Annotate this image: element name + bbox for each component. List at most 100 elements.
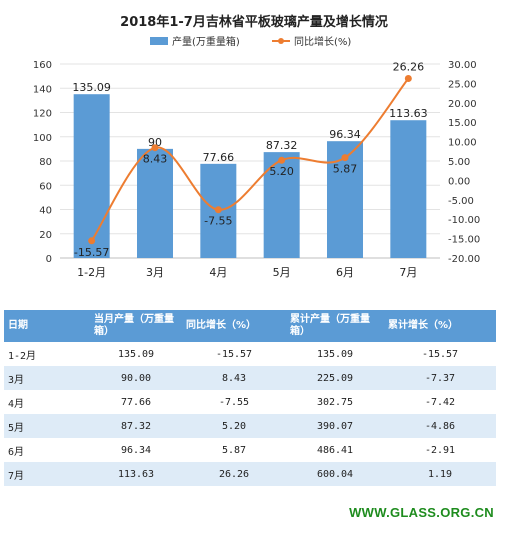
- cell-yoy-growth: -7.55: [182, 390, 286, 414]
- left-axis-tick-label: 120: [33, 109, 52, 120]
- bar-value-label: 90: [148, 136, 162, 149]
- cell-yoy-growth: 5.20: [182, 414, 286, 438]
- left-axis-tick-label: 40: [39, 206, 52, 217]
- data-table: 日期 当月产量（万重量箱） 同比增长（%） 累计产量（万重量箱） 累计增长（%）…: [4, 310, 496, 486]
- left-axis-tick-label: 100: [33, 133, 52, 144]
- cell-monthly-output: 77.66: [90, 390, 182, 414]
- left-axis-tick-label: 60: [39, 181, 52, 192]
- right-axis-tick-label: -10.00: [448, 215, 480, 226]
- cell-cumulative-output: 302.75: [286, 390, 384, 414]
- source-footer: WWW.GLASS.ORG.CN: [349, 505, 494, 520]
- legend-line-label: 同比增长(%): [294, 35, 351, 48]
- category-label: 7月: [399, 266, 417, 279]
- cell-yoy-growth: 26.26: [182, 462, 286, 486]
- cell-monthly-output: 135.09: [90, 342, 182, 366]
- cell-cumulative-output: 135.09: [286, 342, 384, 366]
- growth-point: [341, 154, 349, 162]
- right-axis-tick-label: 20.00: [448, 99, 477, 110]
- growth-series-line: [90, 77, 410, 242]
- right-axis-tick-label: -20.00: [448, 254, 480, 265]
- left-axis-tick-label: 140: [33, 84, 52, 95]
- table-row: 1-2月 135.09 -15.57 135.09 -15.57: [4, 342, 496, 366]
- growth-value-label: -15.57: [74, 246, 109, 259]
- cell-date: 6月: [4, 438, 90, 462]
- header-cumulative-output: 累计产量（万重量箱）: [286, 310, 384, 342]
- table-row: 6月 96.34 5.87 486.41 -2.91: [4, 438, 496, 462]
- header-monthly-output: 当月产量（万重量箱）: [90, 310, 182, 342]
- left-axis-tick-label: 160: [33, 60, 52, 71]
- cell-cumulative-growth: -2.91: [384, 438, 496, 462]
- header-date: 日期: [4, 310, 90, 342]
- right-axis-tick-label: -5.00: [448, 196, 474, 207]
- right-axis-tick-label: 0.00: [448, 176, 470, 187]
- growth-value-label: 8.43: [143, 153, 168, 166]
- growth-point: [278, 156, 286, 164]
- category-label: 1-2月: [77, 266, 106, 279]
- cell-date: 1-2月: [4, 342, 90, 366]
- right-axis-tick-label: 25.00: [448, 79, 477, 90]
- growth-value-label: 5.87: [333, 163, 358, 176]
- cell-cumulative-growth: 1.19: [384, 462, 496, 486]
- header-cumulative-growth: 累计增长（%）: [384, 310, 496, 342]
- chart-title: 2018年1-7月吉林省平板玻璃产量及增长情况: [120, 14, 388, 30]
- left-axis-tick-label: 20: [39, 230, 52, 241]
- cell-cumulative-growth: -15.57: [384, 342, 496, 366]
- bar-output: [390, 120, 427, 258]
- category-label: 5月: [273, 266, 291, 279]
- cell-yoy-growth: 8.43: [182, 366, 286, 390]
- growth-point: [88, 237, 96, 245]
- table-row: 3月 90.00 8.43 225.09 -7.37: [4, 366, 496, 390]
- table-row: 4月 77.66 -7.55 302.75 -7.42: [4, 390, 496, 414]
- cell-yoy-growth: 5.87: [182, 438, 286, 462]
- cell-date: 4月: [4, 390, 90, 414]
- bar-value-label: 77.66: [203, 151, 235, 164]
- legend-line-marker: [278, 38, 284, 44]
- growth-point: [214, 206, 222, 214]
- growth-value-label: -7.55: [204, 215, 232, 228]
- right-axis-tick-label: 30.00: [448, 60, 477, 71]
- cell-cumulative-growth: -7.42: [384, 390, 496, 414]
- table-row: 7月 113.63 26.26 600.04 1.19: [4, 462, 496, 486]
- cell-monthly-output: 90.00: [90, 366, 182, 390]
- right-axis-tick-label: -15.00: [448, 235, 480, 246]
- bar-output: [73, 94, 110, 259]
- cell-date: 3月: [4, 366, 90, 390]
- right-axis-tick-label: 10.00: [448, 138, 477, 149]
- cell-cumulative-output: 486.41: [286, 438, 384, 462]
- bar-output: [263, 152, 300, 258]
- bar-output: [137, 148, 173, 258]
- bar-value-label: 113.63: [389, 107, 428, 120]
- cell-date: 7月: [4, 462, 90, 486]
- bar-value-label: 135.09: [72, 81, 111, 94]
- header-yoy-growth: 同比增长（%）: [182, 310, 286, 342]
- table-header-row: 日期 当月产量（万重量箱） 同比增长（%） 累计产量（万重量箱） 累计增长（%）: [4, 310, 496, 342]
- cell-cumulative-output: 390.07: [286, 414, 384, 438]
- category-label: 3月: [146, 266, 164, 279]
- right-axis-tick-label: 5.00: [448, 157, 470, 168]
- legend-bar-swatch: [150, 37, 168, 45]
- growth-value-label: 26.26: [393, 61, 425, 74]
- legend: 产量(万重量箱) 同比增长(%): [150, 35, 351, 48]
- growth-value-label: 5.20: [269, 165, 294, 178]
- cell-cumulative-output: 600.04: [286, 462, 384, 486]
- cell-cumulative-growth: -7.37: [384, 366, 496, 390]
- cell-monthly-output: 87.32: [90, 414, 182, 438]
- cell-cumulative-growth: -4.86: [384, 414, 496, 438]
- combo-chart: 2018年1-7月吉林省平板玻璃产量及增长情况 产量(万重量箱) 同比增长(%)…: [33, 14, 480, 279]
- cell-cumulative-output: 225.09: [286, 366, 384, 390]
- cell-yoy-growth: -15.57: [182, 342, 286, 366]
- growth-point: [404, 75, 412, 83]
- legend-bar-label: 产量(万重量箱): [172, 35, 240, 48]
- category-label: 6月: [336, 266, 354, 279]
- cell-monthly-output: 96.34: [90, 438, 182, 462]
- right-axis-tick-label: 15.00: [448, 118, 477, 129]
- growth-point: [151, 144, 159, 152]
- bar-value-label: 96.34: [329, 128, 361, 141]
- bar-value-label: 87.32: [266, 139, 298, 152]
- cell-monthly-output: 113.63: [90, 462, 182, 486]
- left-axis-tick-label: 0: [46, 254, 52, 265]
- category-label: 4月: [209, 266, 227, 279]
- cell-date: 5月: [4, 414, 90, 438]
- table-row: 5月 87.32 5.20 390.07 -4.86: [4, 414, 496, 438]
- left-axis-tick-label: 80: [39, 157, 52, 168]
